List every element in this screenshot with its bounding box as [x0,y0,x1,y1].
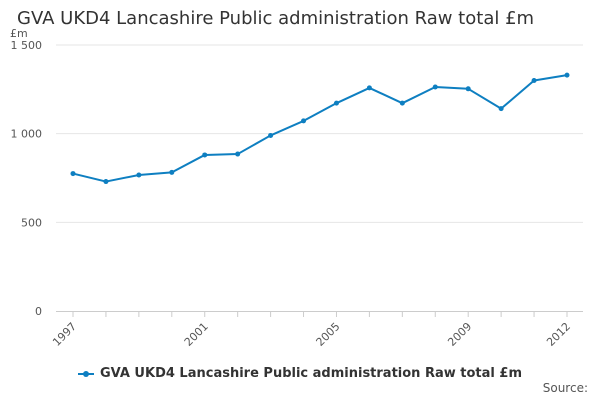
x-tick-label: 1997 [50,320,79,349]
y-tick-label: 1 500 [11,39,43,52]
data-point [366,85,372,91]
series-group [70,72,570,185]
chart-title: GVA UKD4 Lancashire Public administratio… [17,8,535,29]
data-point [136,172,142,178]
data-point [498,106,504,112]
legend[interactable]: GVA UKD4 Lancashire Public administratio… [0,366,600,381]
source-label: Source: [542,381,588,395]
series-line [72,74,568,183]
x-tick-label: 2012 [544,320,573,349]
data-point [564,72,570,78]
y-tick-label: 1 000 [11,128,43,141]
y-axis-unit: £m [10,27,28,40]
y-tick-labels: 0 500 1 000 1 500 [11,39,43,318]
data-point [301,118,307,124]
legend-line-marker-icon [78,369,94,379]
data-point [432,84,438,90]
data-point [399,100,405,106]
legend-label: GVA UKD4 Lancashire Public administratio… [100,366,522,381]
x-tick-label: 2001 [182,320,211,349]
data-point [465,86,471,92]
x-tick-labels: 1997 2001 2005 2009 2012 [50,320,573,349]
data-point [268,132,274,138]
x-tick-label: 2009 [445,320,474,349]
data-point [70,171,76,177]
data-point [202,152,208,158]
data-point [169,169,175,175]
axes [56,311,583,317]
y-tick-label: 0 [35,305,42,318]
gridlines [56,44,583,223]
data-point [531,77,537,83]
y-tick-label: 500 [21,216,42,229]
data-point [103,179,109,185]
data-point [333,100,339,106]
x-tick-label: 2005 [314,320,343,349]
data-point [235,151,241,157]
